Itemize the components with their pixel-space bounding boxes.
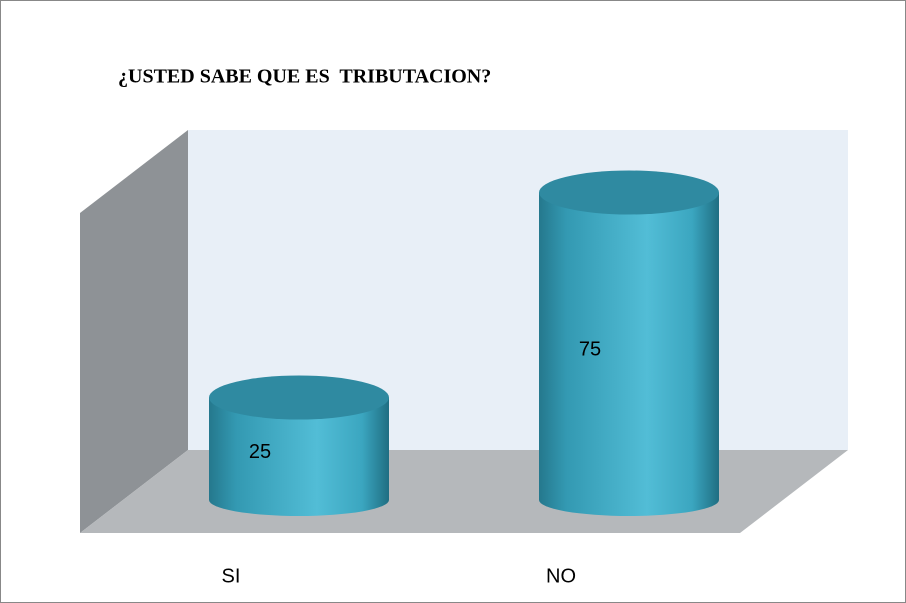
cylinder — [539, 192, 719, 516]
side-wall — [80, 130, 188, 533]
cylinder-top — [539, 170, 719, 215]
floor — [80, 450, 848, 533]
value-label: 25 — [249, 441, 271, 463]
cylinder — [209, 397, 389, 516]
x-tick-label: NO — [546, 565, 576, 587]
chart-title: ¿USTED SABE QUE ES TRIBUTACION? — [118, 66, 491, 88]
x-tick-label: SI — [222, 565, 241, 587]
value-label: 75 — [579, 339, 601, 361]
cylinder-top — [209, 375, 389, 420]
